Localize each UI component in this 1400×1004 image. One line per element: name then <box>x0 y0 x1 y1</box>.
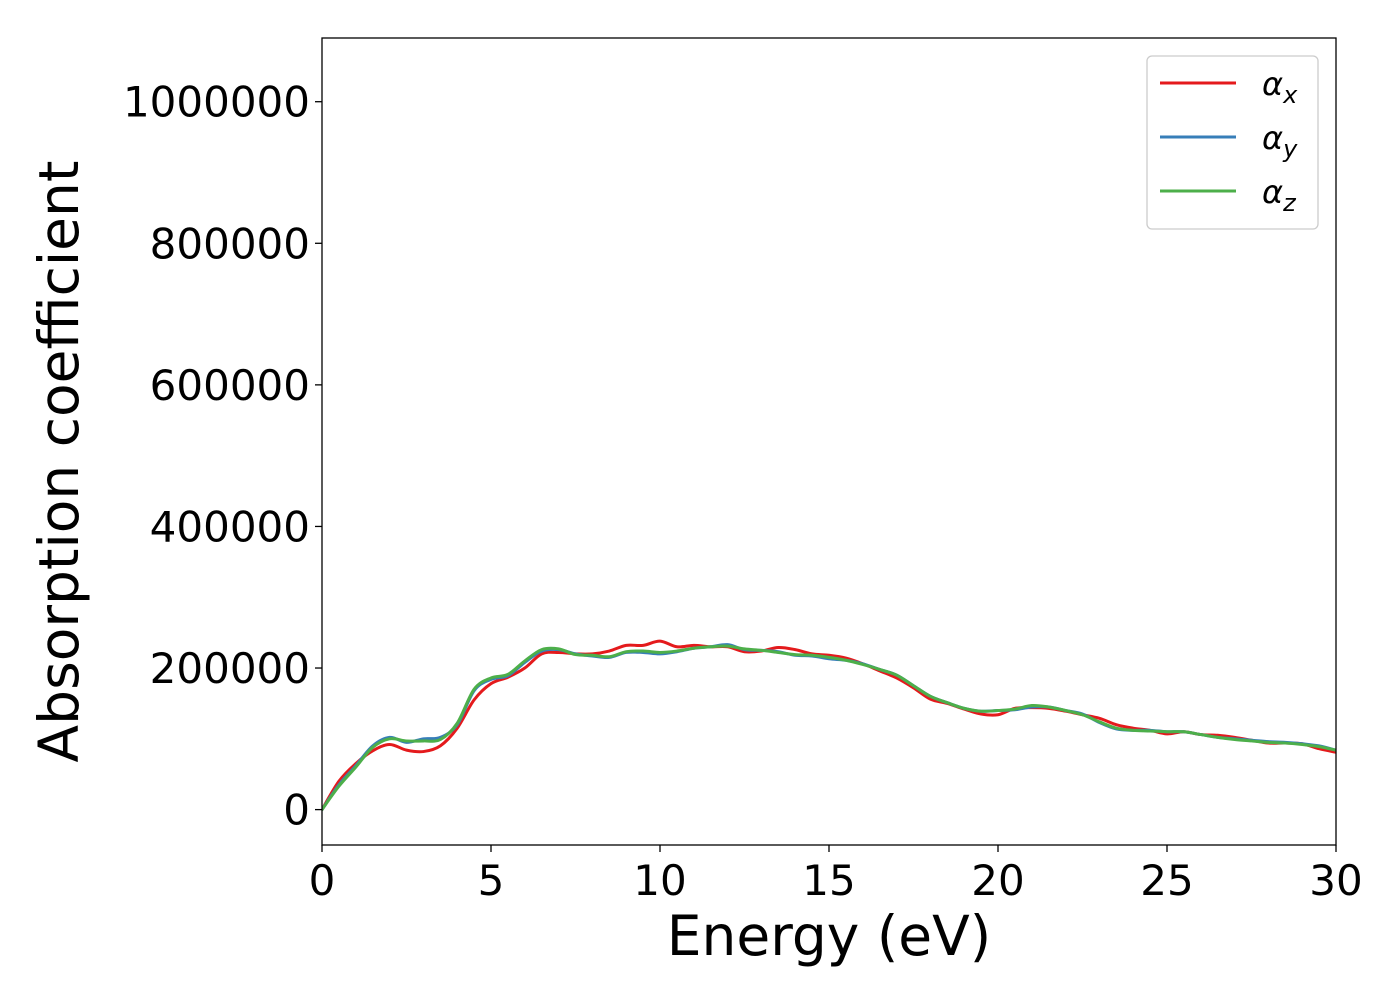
x-tick-label: 10 <box>633 856 686 905</box>
y-tick-label: 800000 <box>150 219 310 268</box>
legend: αx αy αz <box>1146 55 1319 230</box>
legend-label-y: αy <box>1262 119 1298 163</box>
y-tick-label: 400000 <box>150 502 310 551</box>
x-tick-label: 5 <box>478 856 505 905</box>
y-tick-label: 200000 <box>150 644 310 693</box>
x-tick-label: 20 <box>971 856 1024 905</box>
y-tick-label: 0 <box>283 786 310 835</box>
y-tick-label: 1000000 <box>123 78 310 127</box>
y-tick-label: 600000 <box>150 361 310 410</box>
x-axis: 0 5 10 15 20 25 30 <box>309 845 1363 905</box>
x-tick-label: 15 <box>802 856 855 905</box>
series-line-x <box>322 639 1336 812</box>
legend-box <box>1146 55 1319 230</box>
y-axis: 0 200000 400000 600000 800000 1000000 <box>123 78 322 835</box>
legend-label-x: αx <box>1262 65 1298 109</box>
series-layer <box>322 639 1336 812</box>
x-tick-label: 25 <box>1140 856 1193 905</box>
legend-label-z: αz <box>1262 173 1297 217</box>
x-tick-label: 30 <box>1309 856 1362 905</box>
y-axis-label: Absorption coefficient <box>27 161 91 763</box>
x-tick-label: 0 <box>309 856 336 905</box>
series-line-z <box>322 644 1336 812</box>
x-axis-label: Energy (eV) <box>667 904 991 968</box>
